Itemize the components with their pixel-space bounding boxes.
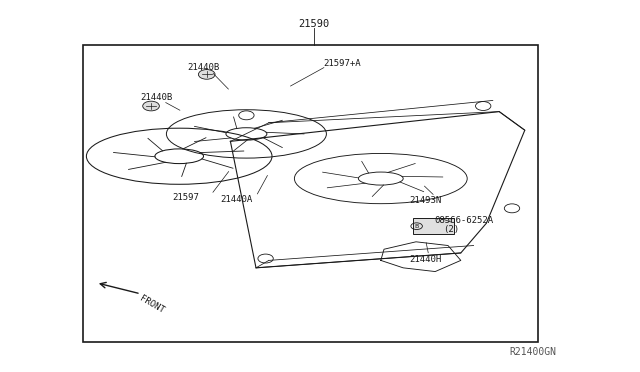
Bar [413,218,454,234]
Circle shape [198,70,215,79]
Text: FRONT: FRONT [138,294,165,315]
Text: B: B [415,224,419,229]
Text: 21597+A: 21597+A [323,60,361,68]
Bar [83,45,538,342]
Text: 21440B: 21440B [141,93,173,102]
Text: 21493N: 21493N [410,196,442,205]
Circle shape [143,101,159,111]
Text: (2): (2) [443,225,459,234]
Text: R21400GN: R21400GN [510,347,557,356]
Text: 21597: 21597 [173,193,200,202]
Text: 21440A: 21440A [221,195,253,204]
Text: 21440H: 21440H [409,255,441,264]
Text: 21440B: 21440B [188,63,220,72]
Text: 08566-6252A: 08566-6252A [434,217,493,225]
Text: 21590: 21590 [298,19,329,29]
